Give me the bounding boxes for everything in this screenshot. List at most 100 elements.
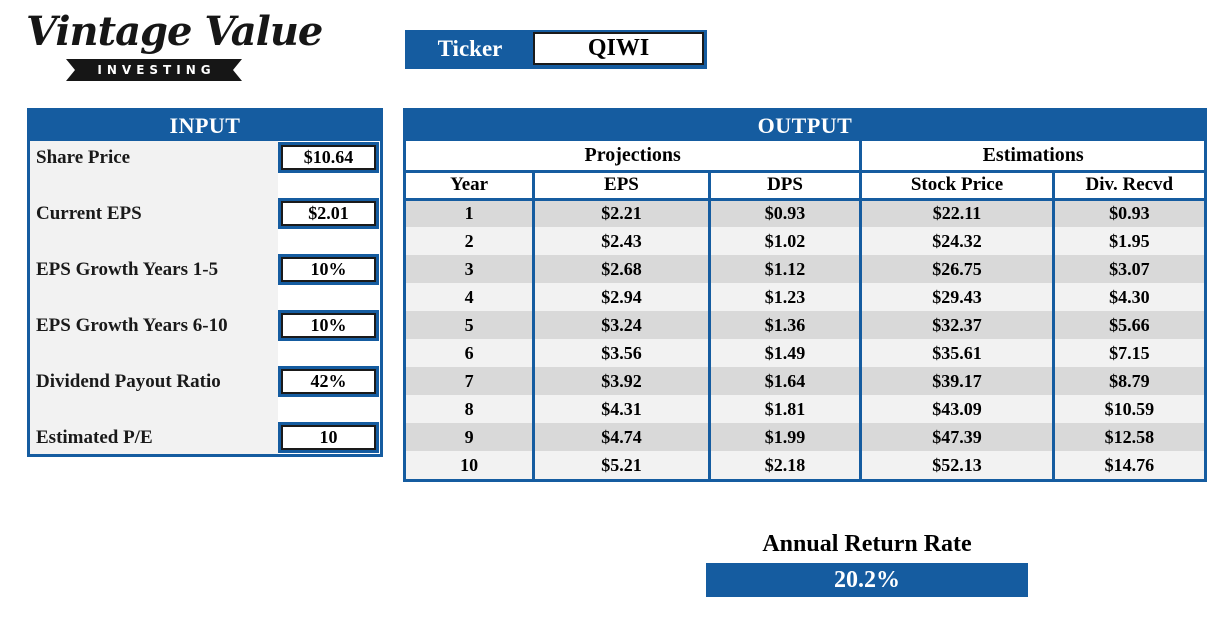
output-table-row: 6 $3.56 $1.49 $35.61 $7.15 [406, 339, 1204, 367]
output-table-cell: $0.93 [1053, 199, 1204, 227]
output-panel-title: OUTPUT [406, 111, 1204, 141]
brand-logo: Vintage Value INVESTING [26, 6, 323, 81]
output-table-cell: $4.74 [533, 423, 711, 451]
output-table-cell: $1.81 [709, 395, 863, 423]
column-header-div-recvd: Div. Recvd [1053, 171, 1204, 201]
output-table-cell: $5.21 [533, 451, 711, 479]
output-table-cell: $5.66 [1053, 311, 1204, 339]
output-table-cell: $14.76 [1053, 451, 1204, 479]
output-table-cell: $3.07 [1053, 255, 1204, 283]
output-table-cell: 5 [406, 311, 536, 339]
output-table-cell: $1.23 [709, 283, 863, 311]
input-row-current-eps: Current EPS $2.01 [30, 199, 380, 228]
output-table-cell: $35.61 [860, 339, 1055, 367]
annual-return-label: Annual Return Rate [762, 531, 972, 557]
eps-growth-6-10-input[interactable]: 10% [281, 313, 376, 338]
input-panel-body: Share Price $10.64 Current EPS $2.01 EPS… [30, 141, 380, 454]
estimated-pe-input[interactable]: 10 [281, 425, 376, 450]
output-table-row: 4 $2.94 $1.23 $29.43 $4.30 [406, 283, 1204, 311]
output-column-header-row: Year EPS DPS Stock Price Div. Recvd [406, 171, 1204, 201]
brand-logo-ribbon: INVESTING [66, 59, 242, 81]
input-row-dividend-payout: Dividend Payout Ratio 42% [30, 367, 380, 396]
column-header-dps: DPS [709, 171, 863, 201]
column-header-eps: EPS [533, 171, 711, 201]
output-table-cell: $3.24 [533, 311, 711, 339]
output-table-row: 2 $2.43 $1.02 $24.32 $1.95 [406, 227, 1204, 255]
output-table-cell: $2.21 [533, 199, 711, 227]
annual-return-value: 20.2% [706, 563, 1028, 597]
output-table-row: 3 $2.68 $1.12 $26.75 $3.07 [406, 255, 1204, 283]
output-table-cell: $0.93 [709, 199, 863, 227]
column-header-year: Year [406, 171, 536, 201]
output-table-cell: $3.56 [533, 339, 711, 367]
input-row-eps-growth-6-10: EPS Growth Years 6-10 10% [30, 311, 380, 340]
share-price-input[interactable]: $10.64 [281, 145, 376, 170]
estimations-group-header: Estimations [860, 141, 1204, 173]
eps-growth-6-10-label: EPS Growth Years 6-10 [36, 314, 228, 336]
output-panel: OUTPUT Projections Estimations Year EPS … [403, 108, 1207, 482]
output-table-cell: 8 [406, 395, 536, 423]
dividend-payout-label: Dividend Payout Ratio [36, 370, 221, 392]
output-group-header-row: Projections Estimations [406, 141, 1204, 173]
output-table-cell: $7.15 [1053, 339, 1204, 367]
output-table-cell: $4.30 [1053, 283, 1204, 311]
output-table-cell: 3 [406, 255, 536, 283]
output-table-cell: 6 [406, 339, 536, 367]
output-table: Projections Estimations Year EPS DPS Sto… [406, 141, 1204, 479]
eps-growth-1-5-label: EPS Growth Years 1-5 [36, 258, 219, 280]
eps-growth-1-5-input[interactable]: 10% [281, 257, 376, 282]
output-table-cell: $39.17 [860, 367, 1055, 395]
input-panel: INPUT Share Price $10.64 Current EPS $2.… [27, 108, 383, 457]
input-row-estimated-pe: Estimated P/E 10 [30, 423, 380, 452]
estimated-pe-label: Estimated P/E [36, 426, 153, 448]
share-price-label: Share Price [36, 146, 131, 168]
output-table-row: 5 $3.24 $1.36 $32.37 $5.66 [406, 311, 1204, 339]
input-row-eps-growth-1-5: EPS Growth Years 1-5 10% [30, 255, 380, 284]
output-table-cell: 9 [406, 423, 536, 451]
output-table-cell: $22.11 [860, 199, 1055, 227]
output-table-cell: $26.75 [860, 255, 1055, 283]
output-table-cell: $12.58 [1053, 423, 1204, 451]
output-table-cell: $1.99 [709, 423, 863, 451]
output-table-cell: $10.59 [1053, 395, 1204, 423]
output-table-cell: 7 [406, 367, 536, 395]
output-table-cell: $2.94 [533, 283, 711, 311]
output-table-cell: $1.95 [1053, 227, 1204, 255]
output-table-cell: 4 [406, 283, 536, 311]
output-table-row: 1 $2.21 $0.93 $22.11 $0.93 [406, 199, 1204, 227]
output-table-cell: $4.31 [533, 395, 711, 423]
output-table-cell: 10 [406, 451, 536, 479]
output-table-row: 10 $5.21 $2.18 $52.13 $14.76 [406, 451, 1204, 479]
output-table-cell: $1.02 [709, 227, 863, 255]
output-table-cell: $24.32 [860, 227, 1055, 255]
output-table-cell: $2.43 [533, 227, 711, 255]
dividend-payout-input[interactable]: 42% [281, 369, 376, 394]
output-table-row: 7 $3.92 $1.64 $39.17 $8.79 [406, 367, 1204, 395]
output-table-row: 8 $4.31 $1.81 $43.09 $10.59 [406, 395, 1204, 423]
output-table-cell: 1 [406, 199, 536, 227]
current-eps-input[interactable]: $2.01 [281, 201, 376, 226]
output-table-cell: $2.68 [533, 255, 711, 283]
output-table-cell: 2 [406, 227, 536, 255]
brand-logo-script: Vintage Value [26, 8, 323, 55]
current-eps-label: Current EPS [36, 202, 142, 224]
output-table-cell: $1.36 [709, 311, 863, 339]
ticker-widget: Ticker QIWI [405, 30, 707, 69]
output-table-cell: $32.37 [860, 311, 1055, 339]
output-table-row: 9 $4.74 $1.99 $47.39 $12.58 [406, 423, 1204, 451]
output-table-cell: $1.49 [709, 339, 863, 367]
ticker-label: Ticker [437, 36, 503, 61]
ticker-input[interactable]: QIWI [533, 32, 704, 65]
output-table-cell: $43.09 [860, 395, 1055, 423]
input-panel-title: INPUT [30, 111, 380, 141]
column-header-stock-price: Stock Price [860, 171, 1055, 201]
output-table-cell: $8.79 [1053, 367, 1204, 395]
input-row-share-price: Share Price $10.64 [30, 143, 380, 172]
output-table-cell: $1.64 [709, 367, 863, 395]
output-table-cell: $29.43 [860, 283, 1055, 311]
output-table-cell: $2.18 [709, 451, 863, 479]
output-table-cell: $3.92 [533, 367, 711, 395]
output-table-cell: $1.12 [709, 255, 863, 283]
output-table-cell: $52.13 [860, 451, 1055, 479]
projections-group-header: Projections [406, 141, 863, 173]
